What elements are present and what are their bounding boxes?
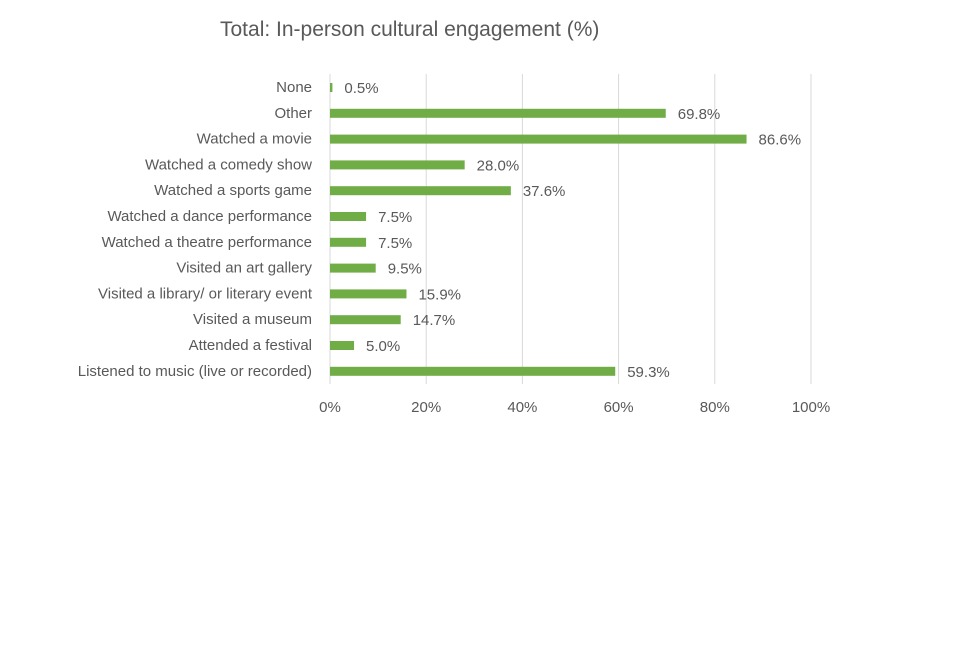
bar bbox=[330, 108, 666, 118]
category-label: Watched a dance performance bbox=[107, 208, 312, 225]
category-label: Visited an art gallery bbox=[176, 260, 312, 277]
data-label: 15.9% bbox=[418, 286, 461, 303]
data-label: 86.6% bbox=[759, 132, 802, 149]
bar bbox=[330, 134, 747, 144]
category-label: Watched a movie bbox=[197, 131, 312, 148]
bar bbox=[330, 341, 355, 350]
bar bbox=[330, 212, 367, 221]
bar bbox=[330, 289, 407, 299]
data-label: 69.8% bbox=[678, 106, 721, 123]
data-label: 37.6% bbox=[523, 183, 566, 200]
x-tick-label: 100% bbox=[792, 399, 830, 416]
category-label: Watched a comedy show bbox=[145, 156, 312, 173]
category-label: Visited a museum bbox=[193, 311, 312, 328]
data-label: 0.5% bbox=[344, 80, 378, 97]
data-label: 59.3% bbox=[627, 364, 670, 381]
data-label: 5.0% bbox=[366, 338, 400, 355]
category-label: Other bbox=[274, 105, 312, 122]
x-tick-label: 20% bbox=[411, 399, 441, 416]
category-label: Watched a sports game bbox=[154, 182, 312, 199]
data-label: 9.5% bbox=[388, 261, 422, 278]
data-label: 7.5% bbox=[378, 209, 412, 226]
category-label: Visited a library/ or literary event bbox=[98, 285, 313, 302]
bar bbox=[330, 237, 367, 247]
bar bbox=[330, 83, 333, 92]
chart-title: Total: In-person cultural engagement (%) bbox=[220, 18, 600, 41]
x-tick-label: 0% bbox=[319, 399, 341, 416]
category-label: Watched a theatre performance bbox=[102, 234, 312, 251]
bar bbox=[330, 315, 401, 325]
category-label: None bbox=[276, 79, 312, 96]
bar bbox=[330, 160, 465, 170]
bar bbox=[330, 366, 616, 376]
category-label: Listened to music (live or recorded) bbox=[78, 363, 312, 380]
x-tick-label: 40% bbox=[507, 399, 537, 416]
data-label: 28.0% bbox=[477, 157, 520, 174]
x-tick-label: 60% bbox=[604, 399, 634, 416]
bar bbox=[330, 186, 511, 196]
category-label: Attended a festival bbox=[189, 337, 312, 354]
bar bbox=[330, 263, 376, 273]
data-label: 7.5% bbox=[378, 235, 412, 252]
data-label: 14.7% bbox=[413, 312, 456, 329]
x-tick-label: 80% bbox=[700, 399, 730, 416]
